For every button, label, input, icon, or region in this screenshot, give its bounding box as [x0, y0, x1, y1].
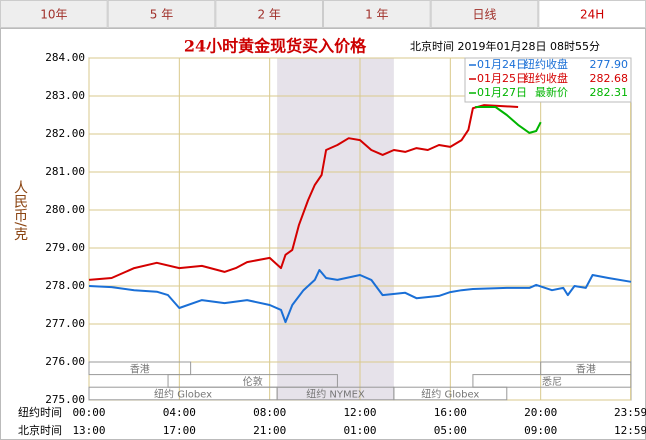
session-label: 香港: [576, 363, 596, 375]
tab-label[interactable]: 24H: [580, 8, 604, 22]
session-label: 伦敦: [243, 375, 263, 388]
x-tick-label: 04:00: [163, 406, 196, 419]
x-tick-label: 16:00: [434, 406, 467, 419]
y-tick-label: 277.00: [45, 317, 85, 330]
x-tick-label: 00:00: [72, 406, 105, 419]
legend-note: 最新价: [535, 85, 568, 99]
x2-axis-label: 北京时间: [18, 423, 62, 437]
legend-box: [464, 57, 632, 103]
y-tick-label: 278.00: [45, 279, 85, 292]
tab-label[interactable]: 2 年: [257, 8, 280, 22]
legend-value: 282.31: [590, 86, 629, 99]
x2-tick-label: 17:00: [163, 424, 196, 437]
x-tick-label: 08:00: [253, 406, 286, 419]
x-axis-label: 纽约时间: [18, 405, 62, 419]
x2-tick-label: 01:00: [343, 424, 376, 437]
y-tick-label: 282.00: [45, 127, 85, 140]
session-box: [88, 361, 192, 376]
x2-tick-label: 13:00: [72, 424, 105, 437]
x-tick-label: 20:00: [524, 406, 557, 419]
legend-name: 01月24日: [477, 58, 527, 71]
session-label: 纽约 Globex: [421, 388, 479, 401]
tab[interactable]: [323, 0, 431, 28]
y-tick-label: 284.00: [45, 51, 85, 64]
legend-name: 01月27日: [477, 86, 527, 99]
x-tick-label: 12:00: [343, 406, 376, 419]
session-band: [277, 58, 394, 400]
session-box: [393, 386, 508, 401]
tab[interactable]: [0, 0, 108, 28]
legend-name: 01月25日: [477, 72, 527, 85]
x2-tick-label: 09:00: [524, 424, 557, 437]
x2-tick-label: 05:00: [434, 424, 467, 437]
x2-tick-label: 21:00: [253, 424, 286, 437]
y-tick-label: 275.00: [45, 393, 85, 406]
legend-value: 277.90: [590, 58, 629, 71]
legend-note: 纽约收盘: [524, 71, 568, 85]
series-line: [88, 269, 632, 324]
tab-label[interactable]: 10年: [40, 8, 67, 22]
tab[interactable]: [107, 0, 216, 28]
legend-note: 纽约收盘: [524, 57, 568, 71]
series-line: [88, 104, 519, 281]
session-label: 纽约 NYMEX: [306, 388, 365, 401]
subtitle: 北京时间 2019年01月28日 08时55分: [410, 39, 600, 53]
tab-label[interactable]: 5 年: [150, 8, 173, 22]
tab[interactable]: [215, 0, 323, 28]
y-tick-label: 279.00: [45, 241, 85, 254]
y-tick-label: 276.00: [45, 355, 85, 368]
tab[interactable]: [430, 0, 539, 28]
session-label: 纽约 Globex: [154, 388, 212, 401]
session-label: 香港: [130, 363, 150, 375]
x-tick-label: 23:59: [614, 406, 646, 419]
series-line: [475, 106, 542, 134]
chart-title: 24小时黄金现货买入价格: [184, 37, 367, 56]
y-tick-label: 283.00: [45, 89, 85, 102]
y-axis-label: 人民币/克: [12, 180, 28, 242]
y-tick-label: 281.00: [45, 165, 85, 178]
tab-label[interactable]: 日线: [472, 8, 496, 22]
x2-tick-label: 12:59: [614, 424, 646, 437]
legend-value: 282.68: [590, 72, 629, 85]
session-box: [472, 374, 632, 388]
tab[interactable]: [538, 0, 646, 28]
tab-label[interactable]: 1 年: [365, 8, 388, 22]
y-tick-label: 280.00: [45, 203, 85, 216]
session-label: 悉尼: [542, 376, 562, 388]
